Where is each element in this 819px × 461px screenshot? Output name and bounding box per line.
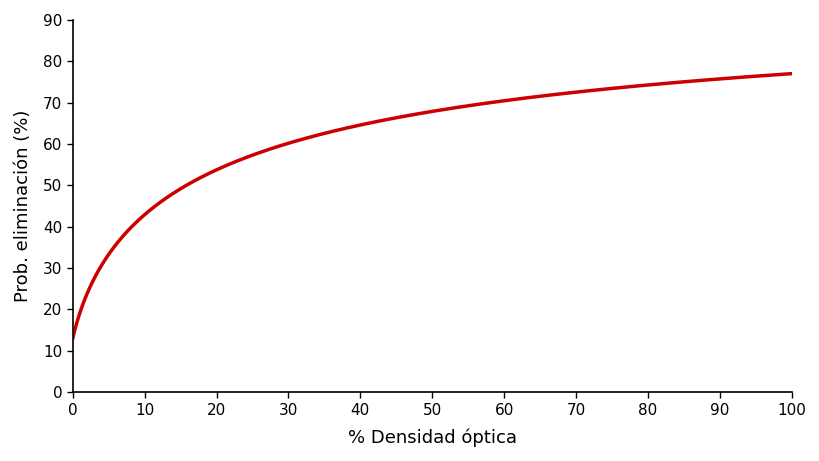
Y-axis label: Prob. eliminación (%): Prob. eliminación (%) — [14, 110, 32, 302]
X-axis label: % Densidad óptica: % Densidad óptica — [347, 429, 516, 447]
